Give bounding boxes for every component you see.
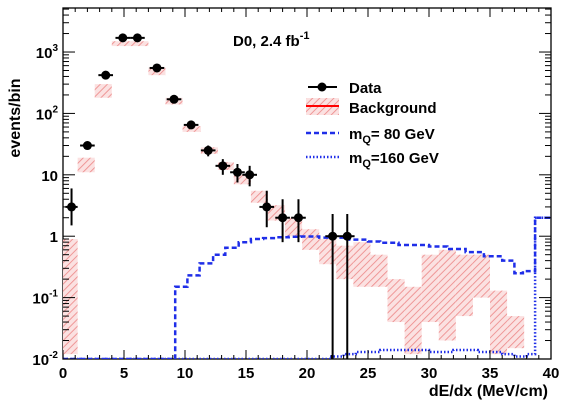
y-axis: 10-2 10-1 1 10 102 103: [32, 8, 551, 369]
background-band-bin: [94, 84, 112, 98]
chart-annotation: D0, 2.4 fb-1: [233, 30, 309, 50]
data-point-marker: [67, 202, 77, 212]
data-point-marker: [232, 167, 242, 177]
background-band-bin: [370, 254, 388, 287]
background-band-bin: [233, 174, 251, 185]
data-point: [230, 164, 245, 183]
x-axis-title: dE/dx (MeV/cm): [429, 383, 548, 400]
x-axis: 0 5 10 15 20 25 30 35 40: [59, 8, 560, 382]
data-point: [259, 190, 275, 228]
legend: Data Background mQ= 80 GeV mQ=160 GeV: [306, 80, 439, 170]
data-point: [325, 213, 340, 359]
x-tick-label: 10: [177, 365, 194, 382]
x-tick-label: 0: [59, 365, 67, 382]
legend-item-signal-80: mQ= 80 GeV: [306, 126, 435, 146]
background-band-bin: [130, 41, 149, 47]
data-point-marker: [169, 94, 179, 104]
background-band-bin: [319, 239, 337, 265]
data-point: [149, 63, 165, 73]
background-band-bin: [302, 229, 320, 250]
data-point-marker: [118, 33, 128, 43]
background-band-bin: [438, 249, 456, 341]
y-tick-label: 10-2: [32, 350, 58, 369]
legend-item-background: Background: [306, 98, 437, 117]
background-band-bin: [404, 286, 422, 355]
signal-80-gev-line: [63, 216, 551, 359]
y-tick-label: 102: [36, 104, 59, 123]
legend-label-signal-160: mQ=160 GeV: [349, 150, 439, 170]
x-tick-label: 30: [421, 365, 438, 382]
data-point-marker: [262, 202, 272, 212]
data-point-marker: [328, 231, 338, 241]
data-point: [130, 33, 145, 43]
data-point-marker: [293, 213, 303, 223]
plot-frame: [62, 7, 552, 360]
data-point: [166, 94, 182, 104]
legend-label-background: Background: [349, 100, 437, 117]
legend-item-signal-160: mQ=160 GeV: [306, 150, 439, 170]
data-point: [339, 213, 355, 359]
background-band-bin: [353, 242, 371, 287]
data-point-marker: [203, 145, 213, 155]
data-point-marker: [278, 213, 288, 223]
background-band-bin: [455, 254, 473, 317]
data-point: [80, 141, 95, 151]
x-tick-label: 20: [299, 365, 316, 382]
data-point: [200, 145, 216, 157]
data-point: [98, 70, 114, 80]
y-tick-label: 103: [36, 43, 59, 62]
background-band-bin: [387, 279, 405, 323]
y-tick-label: 10-1: [32, 289, 58, 308]
data-point-marker: [342, 231, 352, 241]
background-band-bin: [111, 41, 131, 47]
legend-label-data: Data: [349, 80, 382, 97]
x-tick-label: 35: [482, 365, 499, 382]
background-band-bin: [421, 254, 439, 323]
legend-item-data: Data: [308, 80, 382, 97]
data-points: [65, 33, 355, 359]
data-point: [215, 159, 231, 175]
data-point: [275, 199, 290, 243]
background-band-bin: [77, 157, 95, 173]
background-band-bin: [472, 254, 490, 298]
data-point: [291, 199, 306, 243]
y-tick-label: 1: [50, 229, 58, 246]
y-axis-title: events/bin: [7, 78, 24, 157]
legend-label-signal-80: mQ= 80 GeV: [349, 126, 435, 146]
data-point-marker: [132, 33, 142, 43]
x-tick-label: 40: [543, 365, 560, 382]
data-point-marker: [101, 70, 111, 80]
data-point: [242, 165, 257, 187]
background-band-bin: [490, 290, 508, 355]
data-point-marker: [152, 63, 162, 73]
background-band-bin: [507, 316, 525, 349]
data-point: [115, 33, 131, 43]
data-point-marker: [186, 120, 196, 130]
data-point-marker: [82, 141, 92, 151]
background-band-bin: [336, 245, 354, 280]
data-point-marker: [245, 170, 255, 180]
y-tick-label: 10: [41, 168, 58, 185]
background-band-bin: [63, 239, 78, 355]
x-tick-label: 5: [120, 365, 128, 382]
data-point-marker: [218, 161, 228, 171]
data-point: [65, 188, 78, 226]
x-tick-label: 25: [360, 365, 377, 382]
background-band-bin: [250, 190, 268, 203]
x-tick-label: 15: [238, 365, 255, 382]
data-point: [183, 120, 199, 130]
